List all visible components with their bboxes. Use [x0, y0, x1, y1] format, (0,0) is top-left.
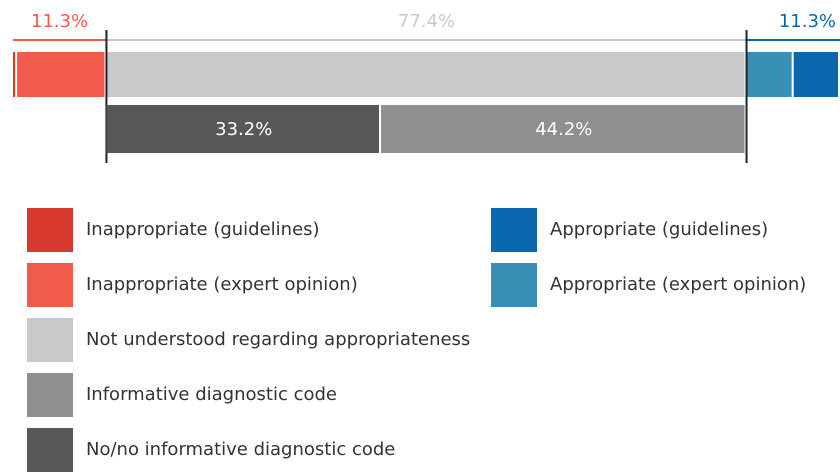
group-label: 11.3% — [31, 11, 88, 32]
breakdown-bar — [106, 105, 380, 153]
legend-swatch — [491, 208, 537, 252]
legend-label: Inappropriate (expert opinion) — [86, 274, 358, 295]
bar-segment — [13, 52, 16, 97]
legend-label: Inappropriate (guidelines) — [86, 219, 320, 240]
legend-label: No/no informative diagnostic code — [86, 439, 395, 460]
breakdown-label: 33.2% — [215, 119, 272, 140]
legend-label: Informative diagnostic code — [86, 384, 337, 405]
legend-swatch — [27, 318, 73, 362]
breakdown-label: 44.2% — [535, 119, 592, 140]
legend-label: Appropriate (expert opinion) — [550, 274, 806, 295]
legend-swatch — [27, 208, 73, 252]
breakdown-bar — [381, 105, 745, 153]
legend-label: Appropriate (guidelines) — [550, 219, 768, 240]
group-label: 11.3% — [779, 11, 836, 32]
bar-segment — [106, 52, 745, 97]
legend-swatch — [491, 263, 537, 307]
group-label: 77.4% — [398, 11, 455, 32]
legend-swatch — [27, 263, 73, 307]
legend-label: Not understood regarding appropriateness — [86, 329, 470, 350]
bar-segment — [746, 52, 792, 97]
bar-segment — [17, 52, 105, 97]
bar-segment — [793, 52, 838, 97]
legend-swatch — [27, 428, 73, 472]
legend-swatch — [27, 373, 73, 417]
